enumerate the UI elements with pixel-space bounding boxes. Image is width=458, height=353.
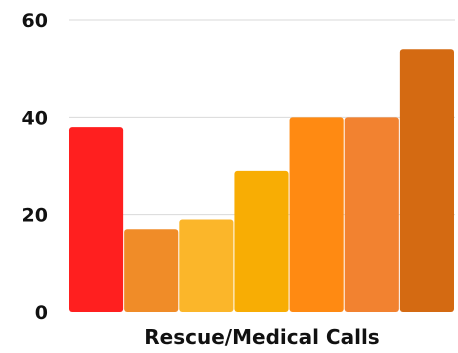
bar — [234, 170, 289, 312]
bar — [344, 117, 399, 312]
bar — [124, 229, 179, 312]
x-axis-title: Rescue/Medical Calls — [144, 325, 379, 349]
y-tick-label: 20 — [22, 205, 48, 227]
y-tick-label: 60 — [22, 10, 48, 32]
y-tick-label: 40 — [22, 107, 48, 129]
bar — [399, 49, 454, 312]
y-tick-label: 0 — [35, 302, 48, 324]
y-axis-tick-labels: 0 20 40 60 — [22, 10, 48, 324]
bar — [69, 127, 124, 312]
bar — [289, 117, 344, 312]
bar — [179, 219, 234, 312]
bars — [69, 49, 454, 312]
